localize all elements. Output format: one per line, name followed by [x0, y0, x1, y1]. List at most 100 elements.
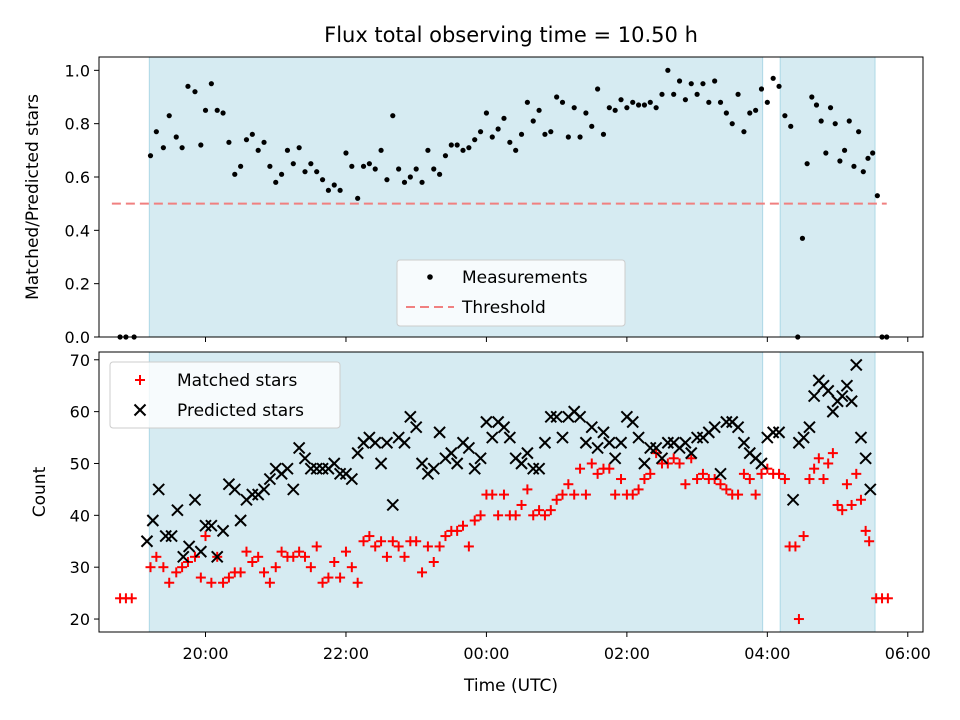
- predicted-star-point: [655, 452, 669, 465]
- bottom-y-tick-label: 20: [70, 610, 90, 629]
- matched-star-point: [259, 567, 270, 578]
- top-y-tick-label: 1.0: [65, 61, 90, 80]
- matched-star-point: [498, 489, 509, 500]
- measurement-point: [384, 177, 390, 183]
- measurement-point: [630, 99, 636, 105]
- predicted-star-point: [398, 436, 411, 449]
- matched-star-point: [864, 536, 875, 547]
- predicted-star-point: [797, 431, 810, 444]
- measurement-point: [331, 182, 337, 188]
- predicted-star-point: [292, 441, 306, 455]
- predicted-star-point: [304, 462, 318, 475]
- predicted-star-point: [188, 493, 202, 506]
- legend-label-measurements: Measurements: [462, 268, 588, 288]
- measurement-point: [372, 166, 378, 172]
- chart-title: Flux total observing time = 10.50 h: [324, 23, 698, 47]
- measurement-point: [153, 129, 159, 135]
- predicted-star-point: [737, 436, 751, 449]
- top-y-ticks: 0.0 0.2 0.4 0.6 0.8 1.0: [65, 61, 99, 347]
- matched-star-point: [610, 489, 621, 500]
- measurement-point: [782, 113, 788, 119]
- predicted-star-point: [310, 462, 323, 475]
- measurement-point: [378, 147, 384, 153]
- predicted-star-point: [486, 431, 499, 444]
- measurement-point: [856, 129, 862, 135]
- matched-star-point: [475, 510, 486, 521]
- matched-star-point: [311, 541, 322, 552]
- measurement-point: [308, 161, 314, 167]
- matched-star-point: [841, 479, 852, 490]
- predicted-star-point: [211, 550, 224, 564]
- measurement-point: [589, 123, 595, 129]
- measurement-point: [214, 107, 220, 113]
- predicted-star-point: [614, 436, 628, 449]
- measurement-point: [813, 102, 820, 108]
- matched-star-point: [387, 536, 398, 547]
- legend-marker-matched: [135, 375, 145, 385]
- measurement-point: [809, 94, 815, 100]
- measurement-point: [249, 131, 255, 137]
- matched-star-point: [534, 505, 545, 516]
- predicted-star-point: [328, 457, 341, 470]
- measurement-point: [565, 134, 571, 140]
- matched-star-point: [818, 474, 829, 485]
- measurement-point: [477, 129, 484, 135]
- matched-star-point: [674, 458, 685, 469]
- predicted-star-point: [159, 529, 172, 543]
- predicted-star-point: [171, 503, 184, 517]
- predicted-star-point: [468, 462, 481, 475]
- matched-star-point: [346, 562, 357, 573]
- matched-star-point: [774, 468, 785, 479]
- predicted-star-point: [864, 483, 877, 496]
- measurement-point: [837, 158, 843, 164]
- matched-star-point: [721, 484, 732, 495]
- matched-star-point: [804, 474, 815, 485]
- matched-star-point: [738, 468, 749, 479]
- matched-star-point: [434, 541, 445, 552]
- predicted-star-point: [386, 498, 399, 512]
- measurement-point: [706, 99, 712, 105]
- matched-star-point: [276, 546, 287, 557]
- matched-star-point: [329, 557, 340, 567]
- matched-star-point: [270, 562, 281, 573]
- matched-star-point: [463, 541, 474, 552]
- measurement-point: [366, 161, 372, 167]
- matched-star-point: [813, 453, 824, 464]
- top-legend: Measurements Threshold: [396, 259, 626, 327]
- bottom-legend: Matched stars Predicted stars: [109, 361, 341, 429]
- predicted-star-point: [409, 420, 423, 434]
- bottom-legend-box: [109, 361, 341, 429]
- measurement-point: [460, 147, 466, 153]
- matched-star-point: [417, 567, 428, 578]
- measurement-point: [448, 142, 454, 148]
- predicted-star-point: [608, 452, 622, 465]
- predicted-star-point: [152, 483, 165, 496]
- matched-star-point: [452, 525, 463, 536]
- predicted-star-point: [205, 519, 218, 532]
- observing-interval-2: [779, 56, 876, 338]
- predicted-star-point: [281, 462, 294, 475]
- measurement-point: [641, 102, 648, 108]
- top-axes-frame: [98, 56, 924, 338]
- measurement-point: [425, 147, 431, 153]
- measurement-point: [454, 142, 460, 148]
- predicted-star-point: [850, 358, 863, 372]
- measurement-point: [507, 139, 513, 145]
- measurement-point: [267, 163, 273, 169]
- matched-star-point: [171, 567, 182, 578]
- predicted-star-point: [556, 431, 569, 444]
- bottom-y-tick-label: 50: [70, 454, 90, 473]
- measurement-point: [832, 121, 838, 127]
- matched-star-point: [832, 499, 843, 510]
- measurement-point: [185, 83, 191, 89]
- predicted-star-point: [679, 436, 692, 449]
- measurement-point: [827, 105, 834, 111]
- measurement-point: [865, 155, 871, 161]
- measurement-point: [799, 235, 806, 241]
- predicted-star-point: [708, 420, 721, 434]
- predicted-star-point: [333, 467, 347, 481]
- measurement-point: [278, 171, 285, 177]
- measurement-point: [542, 131, 548, 137]
- measurement-point: [694, 91, 700, 97]
- measurement-point: [192, 89, 198, 95]
